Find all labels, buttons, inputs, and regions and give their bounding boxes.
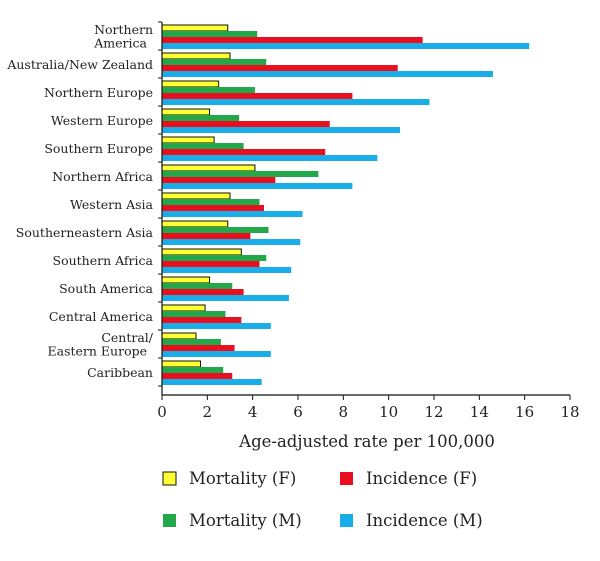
- bar-incidence-m-western-asia: [162, 211, 303, 217]
- x-tick-label-8: 8: [339, 403, 349, 421]
- category-label-southern-europe: Southern Europe: [44, 141, 153, 156]
- bar-incidence-f-western-asia: [162, 205, 264, 211]
- category-label-line: Eastern Europe: [48, 344, 148, 359]
- x-tick-label-4: 4: [248, 403, 258, 421]
- legend-label-incidence-f: Incidence (F): [366, 469, 477, 488]
- x-axis-label: Age-adjusted rate per 100,000: [238, 432, 495, 451]
- bar-mortality-f-central-america: [161, 304, 206, 312]
- bar-mortality-m-northern-europe: [162, 87, 255, 93]
- x-tick-label-14: 14: [470, 403, 489, 421]
- bar-mortality-f-western-asia: [161, 192, 231, 200]
- category-label-line: Northern: [94, 22, 153, 37]
- bar-mortality-m-australia-new-zealand: [162, 59, 267, 65]
- bar-mortality-m-western-asia: [162, 199, 260, 205]
- x-tick-label-16: 16: [515, 403, 534, 421]
- bar-incidence-m-northern-africa: [162, 183, 353, 189]
- bar-mortality-m-caribbean: [162, 367, 224, 373]
- bar-incidence-m-south-america: [162, 295, 289, 301]
- bar-mortality-m-southern-africa: [162, 255, 267, 261]
- legend: Mortality (F) Incidence (F) Mortality (M) I…: [162, 469, 483, 530]
- bar-mortality-m-central-eastern-europe: [162, 339, 221, 345]
- legend-label-mortality-f: Mortality (F): [189, 469, 296, 488]
- bar-incidence-f-northern-america: [162, 37, 423, 43]
- bar-incidence-f-central-america: [162, 317, 242, 323]
- bar-incidence-m-northern-europe: [162, 99, 430, 105]
- category-label-western-europe: Western Europe: [51, 113, 153, 128]
- bar-mortality-m-northern-africa: [162, 171, 319, 177]
- bar-mortality-f-caribbean: [161, 360, 202, 368]
- bar-mortality-m-southern-europe: [162, 143, 244, 149]
- x-tick-label-2: 2: [203, 403, 213, 421]
- bar-incidence-f-western-europe: [162, 121, 330, 127]
- legend-swatch-incidence-f: [340, 472, 353, 485]
- category-label-southern-africa: Southern Africa: [53, 253, 154, 268]
- x-tick-label-0: 0: [157, 403, 167, 421]
- x-tick-label-6: 6: [293, 403, 303, 421]
- bar-mortality-f-southerneastern-asia: [161, 220, 229, 228]
- bar-incidence-m-western-europe: [162, 127, 400, 133]
- bar-incidence-m-northern-america: [162, 43, 530, 49]
- bar-mortality-f-central-eastern-europe: [161, 332, 197, 340]
- category-label-western-asia: Western Asia: [70, 197, 154, 212]
- bar-incidence-m-southern-europe: [162, 155, 378, 161]
- bar-incidence-f-australia-new-zealand: [162, 65, 398, 71]
- bar-incidence-f-northern-africa: [162, 177, 276, 183]
- bar-incidence-m-central-eastern-europe: [162, 351, 271, 357]
- bar-incidence-f-southerneastern-asia: [162, 233, 251, 239]
- legend-swatch-mortality-f: [162, 471, 177, 486]
- category-label-line: Central/: [101, 330, 153, 345]
- bar-incidence-m-southerneastern-asia: [162, 239, 301, 245]
- legend-swatch-mortality-m: [163, 514, 176, 527]
- bar-mortality-f-western-europe: [161, 108, 211, 116]
- category-label-northern-africa: Northern Africa: [52, 169, 153, 184]
- bar-mortality-f-south-america: [161, 276, 211, 284]
- legend-label-incidence-m: Incidence (M): [366, 511, 483, 530]
- bar-incidence-f-southern-europe: [162, 149, 326, 155]
- bar-mortality-m-central-america: [162, 311, 226, 317]
- bar-incidence-f-southern-africa: [162, 261, 260, 267]
- category-label-south-america: South America: [59, 281, 153, 296]
- bar-incidence-m-australia-new-zealand: [162, 71, 493, 77]
- category-label-australia-new-zealand: Australia/New Zealand: [6, 57, 153, 72]
- category-label-southerneastern-asia: Southerneastern Asia: [16, 225, 154, 240]
- bar-incidence-f-caribbean: [162, 373, 233, 379]
- category-label-central-eastern-europe: Central/Eastern Europe: [48, 330, 154, 359]
- bar-mortality-f-southern-europe: [161, 136, 215, 144]
- category-label-northern-america: Northern America: [93, 22, 153, 51]
- category-labels: Northern America Australia/New Zealand Nort…: [6, 22, 153, 380]
- bars-group: [161, 24, 530, 385]
- bar-incidence-m-southern-africa: [162, 267, 292, 273]
- bar-mortality-m-western-europe: [162, 115, 240, 121]
- bar-mortality-m-northern-america: [162, 31, 258, 37]
- bar-mortality-f-northern-america: [161, 24, 229, 32]
- bar-mortality-f-southern-africa: [161, 248, 242, 256]
- x-tick-label-18: 18: [560, 403, 579, 421]
- bar-mortality-m-south-america: [162, 283, 233, 289]
- category-label-central-america: Central America: [49, 309, 154, 324]
- bar-mortality-f-australia-new-zealand: [161, 52, 231, 60]
- legend-swatch-incidence-m: [340, 514, 353, 527]
- category-label-northern-europe: Northern Europe: [44, 85, 153, 100]
- category-label-caribbean: Caribbean: [87, 365, 153, 380]
- bar-incidence-m-central-america: [162, 323, 271, 329]
- axes-group: 0 2 4 6 8 10 12 14 16 18: [157, 21, 580, 421]
- x-tick-label-10: 10: [379, 403, 398, 421]
- bar-mortality-f-northern-europe: [161, 80, 220, 88]
- bar-incidence-f-northern-europe: [162, 93, 353, 99]
- bar-incidence-m-caribbean: [162, 379, 262, 385]
- category-label-line: America: [93, 36, 147, 51]
- bar-mortality-m-southerneastern-asia: [162, 227, 269, 233]
- x-tick-label-12: 12: [424, 403, 443, 421]
- bar-mortality-f-northern-africa: [161, 164, 256, 172]
- bar-incidence-f-central-eastern-europe: [162, 345, 235, 351]
- legend-label-mortality-m: Mortality (M): [189, 511, 302, 530]
- bar-incidence-f-south-america: [162, 289, 244, 295]
